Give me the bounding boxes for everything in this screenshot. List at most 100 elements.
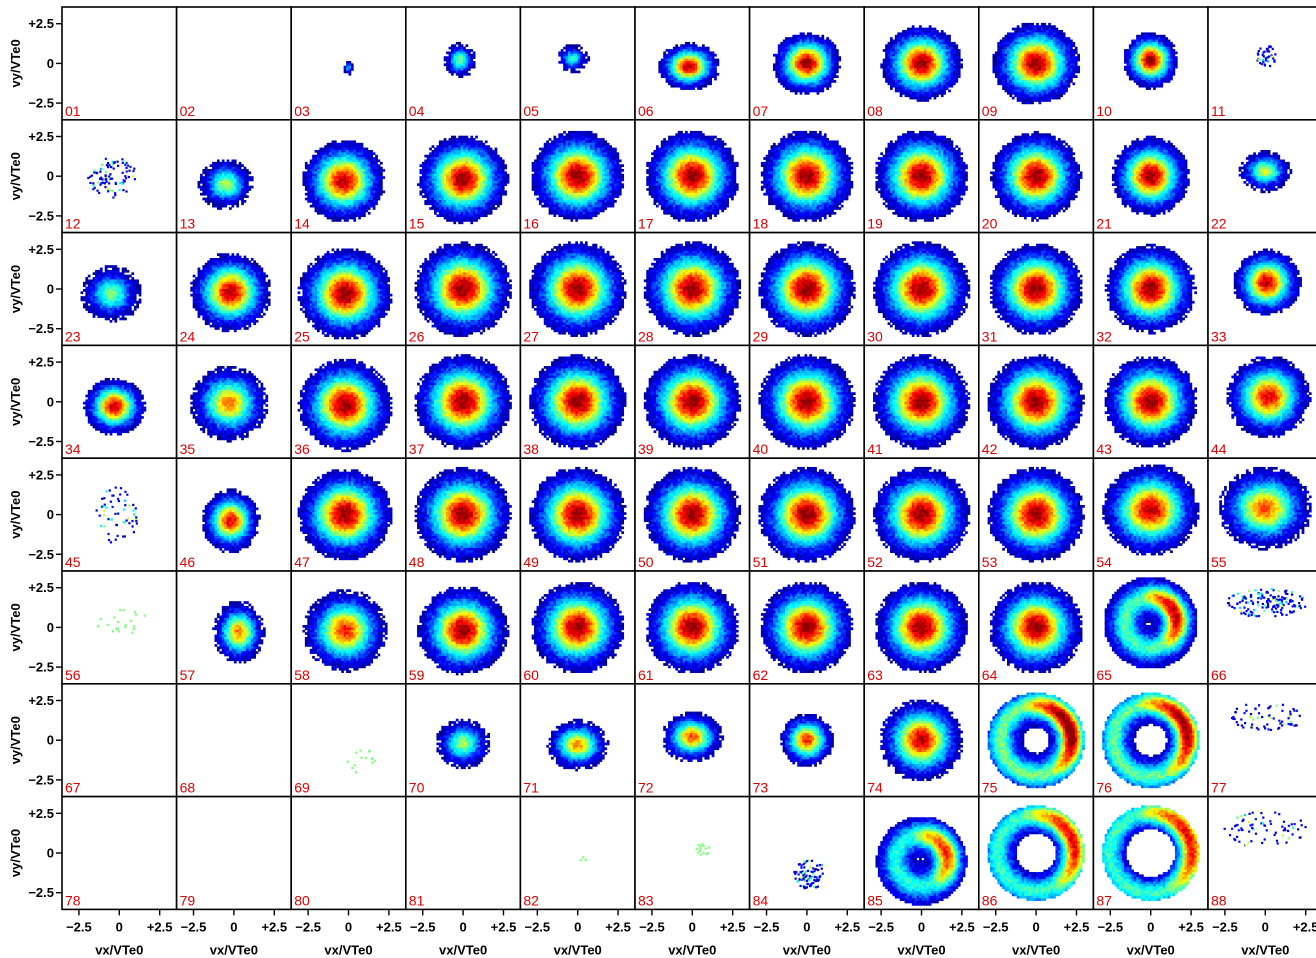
heat-cell [792,82,795,85]
heat-cell [456,68,459,71]
heat-cell [702,49,705,52]
heat-cell [821,71,824,74]
heat-cell [797,80,800,83]
heat-cell [675,82,678,85]
heat-cell [683,71,686,74]
heat-cell [678,63,681,66]
heat-cell [663,75,666,78]
heat-cell [697,87,700,90]
heat-cell [795,37,798,40]
heat-cell [826,56,829,59]
heat-cell [783,61,786,64]
heat-cell [819,78,822,81]
heat-cell [702,82,705,85]
heat-cell [831,66,834,69]
heat-cell [821,85,824,88]
heat-cell [802,90,805,93]
heat-cell [578,56,581,59]
heat-cell [802,78,805,81]
heat-cell [792,47,795,50]
heat-cell [795,61,798,64]
heat-cell [890,73,893,76]
heat-cell [807,78,810,81]
heat-cell [795,73,798,76]
heat-cell [453,51,456,54]
heat-cell [707,49,710,52]
heat-cell [888,44,891,47]
heat-cell [895,37,898,40]
heat-cell [568,61,571,64]
heat-cell [466,56,469,59]
heat-cell [678,56,681,59]
heat-cell [804,40,807,43]
heat-cell [885,44,888,47]
heat-cell [668,68,671,71]
heat-cell [709,54,712,57]
heat-cell [690,73,693,76]
heat-cell [790,68,793,71]
heat-cell [834,66,837,69]
heat-cell [800,66,803,69]
heat-cell [712,54,715,57]
heat-cell [812,78,815,81]
heat-cell [802,51,805,54]
heat-cell [792,42,795,45]
heat-cell [797,40,800,43]
heat-cell [819,40,822,43]
heat-cell [690,63,693,66]
heat-cell [892,63,895,66]
heat-cell [717,63,720,66]
heat-cell [461,71,464,74]
heat-cell [814,73,817,76]
heat-cell [812,59,815,62]
heat-cell [685,44,688,47]
heat-cell [792,73,795,76]
heat-cell [563,61,566,64]
heat-cell [788,40,791,43]
heat-cell [563,54,566,57]
heat-cell [783,75,786,78]
heat-cell [790,56,793,59]
heat-cell [890,87,893,90]
heat-cell [575,71,578,74]
heat-cell [890,49,893,52]
heat-cell [814,75,817,78]
heat-cell [895,63,898,66]
heat-cell [700,56,703,59]
heat-cell [685,66,688,69]
heat-cell [895,78,898,81]
heat-cell [790,85,793,88]
heat-cell [690,68,693,71]
heat-cell [814,85,817,88]
heat-cell [570,68,573,71]
heat-cell [683,68,686,71]
heat-cell [451,59,454,62]
heat-cell [807,73,810,76]
heat-cell [661,61,664,64]
heat-cell [668,80,671,83]
heat-cell [685,85,688,88]
heat-cell [702,78,705,81]
heat-cell [453,59,456,62]
heat-cell [461,61,464,64]
heat-cell [451,56,454,59]
heat-cell [702,80,705,83]
heat-cell [680,56,683,59]
heat-cell [812,37,815,40]
heat-cell [812,80,815,83]
heat-cell [583,59,586,62]
heat-cell [570,56,573,59]
heat-cell [570,51,573,54]
heat-cell [453,66,456,69]
heat-cell [468,68,471,71]
heat-cell [714,73,717,76]
heat-cell [692,47,695,50]
heat-cell [587,56,590,59]
heat-cell [687,59,690,62]
heat-cell [802,32,805,35]
heat-cell [788,42,791,45]
heat-cell [788,68,791,71]
heat-cell [707,71,710,74]
heat-cell [804,54,807,57]
heat-cell [458,63,461,66]
